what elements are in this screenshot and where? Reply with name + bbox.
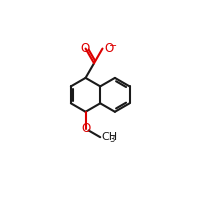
- Text: O: O: [80, 42, 89, 55]
- Text: O: O: [104, 42, 113, 55]
- Text: 3: 3: [109, 135, 115, 144]
- Text: O: O: [81, 122, 90, 135]
- Text: CH: CH: [101, 132, 117, 142]
- Text: −: −: [109, 41, 117, 51]
